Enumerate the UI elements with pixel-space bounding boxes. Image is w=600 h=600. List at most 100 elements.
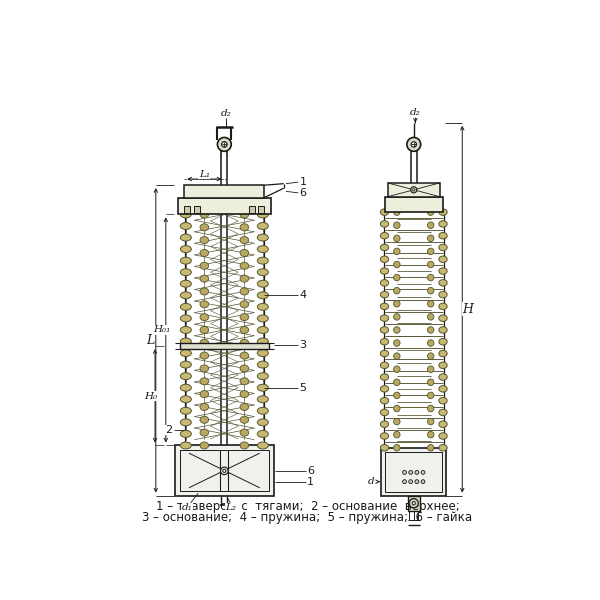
Ellipse shape <box>200 352 209 359</box>
Text: 3: 3 <box>299 340 307 350</box>
Ellipse shape <box>200 442 209 449</box>
Ellipse shape <box>394 405 400 412</box>
Text: H₀: H₀ <box>145 392 158 401</box>
Ellipse shape <box>394 366 400 373</box>
Ellipse shape <box>257 234 268 241</box>
Ellipse shape <box>403 470 406 475</box>
Ellipse shape <box>394 431 400 438</box>
Ellipse shape <box>181 211 191 218</box>
Ellipse shape <box>200 262 209 269</box>
Text: 4: 4 <box>299 290 307 300</box>
Ellipse shape <box>380 433 389 439</box>
Bar <box>388 183 440 197</box>
Ellipse shape <box>200 365 209 372</box>
Ellipse shape <box>240 391 248 398</box>
Ellipse shape <box>181 361 191 368</box>
Ellipse shape <box>439 280 447 286</box>
Ellipse shape <box>421 480 425 484</box>
Ellipse shape <box>427 353 434 359</box>
Ellipse shape <box>240 365 248 372</box>
Text: 5: 5 <box>299 383 307 392</box>
Text: H: H <box>462 302 473 316</box>
Ellipse shape <box>200 211 209 218</box>
Ellipse shape <box>427 235 434 242</box>
Ellipse shape <box>380 421 389 427</box>
Ellipse shape <box>181 223 191 229</box>
Ellipse shape <box>257 280 268 287</box>
Bar <box>407 496 420 511</box>
Ellipse shape <box>257 442 268 449</box>
Ellipse shape <box>427 301 434 307</box>
Ellipse shape <box>439 232 447 239</box>
Ellipse shape <box>257 223 268 229</box>
Ellipse shape <box>427 379 434 386</box>
Ellipse shape <box>380 315 389 322</box>
Ellipse shape <box>257 292 268 299</box>
Ellipse shape <box>200 429 209 436</box>
Ellipse shape <box>427 222 434 229</box>
Ellipse shape <box>380 327 389 333</box>
Ellipse shape <box>394 235 400 242</box>
Ellipse shape <box>380 209 389 215</box>
Ellipse shape <box>439 445 447 451</box>
Ellipse shape <box>439 315 447 322</box>
Ellipse shape <box>439 244 447 251</box>
Ellipse shape <box>200 391 209 398</box>
Ellipse shape <box>221 142 227 147</box>
Ellipse shape <box>427 418 434 425</box>
Ellipse shape <box>240 442 248 449</box>
Text: 1: 1 <box>299 177 307 187</box>
Bar <box>258 206 265 213</box>
Ellipse shape <box>240 314 248 320</box>
Ellipse shape <box>181 350 191 356</box>
Text: 1: 1 <box>307 476 314 487</box>
Ellipse shape <box>394 222 400 229</box>
Ellipse shape <box>240 224 248 231</box>
Ellipse shape <box>394 340 400 346</box>
Ellipse shape <box>257 257 268 264</box>
Bar <box>179 450 269 491</box>
Ellipse shape <box>200 250 209 256</box>
Ellipse shape <box>181 292 191 299</box>
Ellipse shape <box>415 470 419 475</box>
Ellipse shape <box>240 326 248 334</box>
Ellipse shape <box>200 403 209 410</box>
Ellipse shape <box>380 292 389 298</box>
Ellipse shape <box>394 301 400 307</box>
Ellipse shape <box>427 392 434 398</box>
Text: 3 – основание;  4 – пружина;  5 – пружина;  6 – гайка: 3 – основание; 4 – пружина; 5 – пружина;… <box>142 511 473 524</box>
Ellipse shape <box>380 221 389 227</box>
Ellipse shape <box>181 257 191 264</box>
Ellipse shape <box>380 280 389 286</box>
Ellipse shape <box>240 301 248 308</box>
Ellipse shape <box>200 416 209 424</box>
Bar <box>178 197 271 214</box>
Ellipse shape <box>394 445 400 451</box>
Ellipse shape <box>200 236 209 244</box>
Ellipse shape <box>240 378 248 385</box>
Ellipse shape <box>415 480 419 484</box>
Ellipse shape <box>257 315 268 322</box>
Ellipse shape <box>427 274 434 281</box>
Ellipse shape <box>439 386 447 392</box>
Ellipse shape <box>427 314 434 320</box>
Ellipse shape <box>394 287 400 294</box>
Ellipse shape <box>380 374 389 380</box>
Ellipse shape <box>427 287 434 294</box>
Ellipse shape <box>427 431 434 438</box>
Ellipse shape <box>200 314 209 320</box>
Ellipse shape <box>240 211 248 218</box>
Ellipse shape <box>427 248 434 254</box>
Ellipse shape <box>394 353 400 359</box>
Ellipse shape <box>439 292 447 298</box>
Ellipse shape <box>257 245 268 253</box>
Ellipse shape <box>427 366 434 373</box>
Ellipse shape <box>394 379 400 386</box>
Ellipse shape <box>439 362 447 368</box>
Ellipse shape <box>439 433 447 439</box>
Ellipse shape <box>181 338 191 345</box>
Ellipse shape <box>240 339 248 346</box>
Ellipse shape <box>439 409 447 416</box>
Ellipse shape <box>394 209 400 215</box>
Bar <box>382 448 446 496</box>
